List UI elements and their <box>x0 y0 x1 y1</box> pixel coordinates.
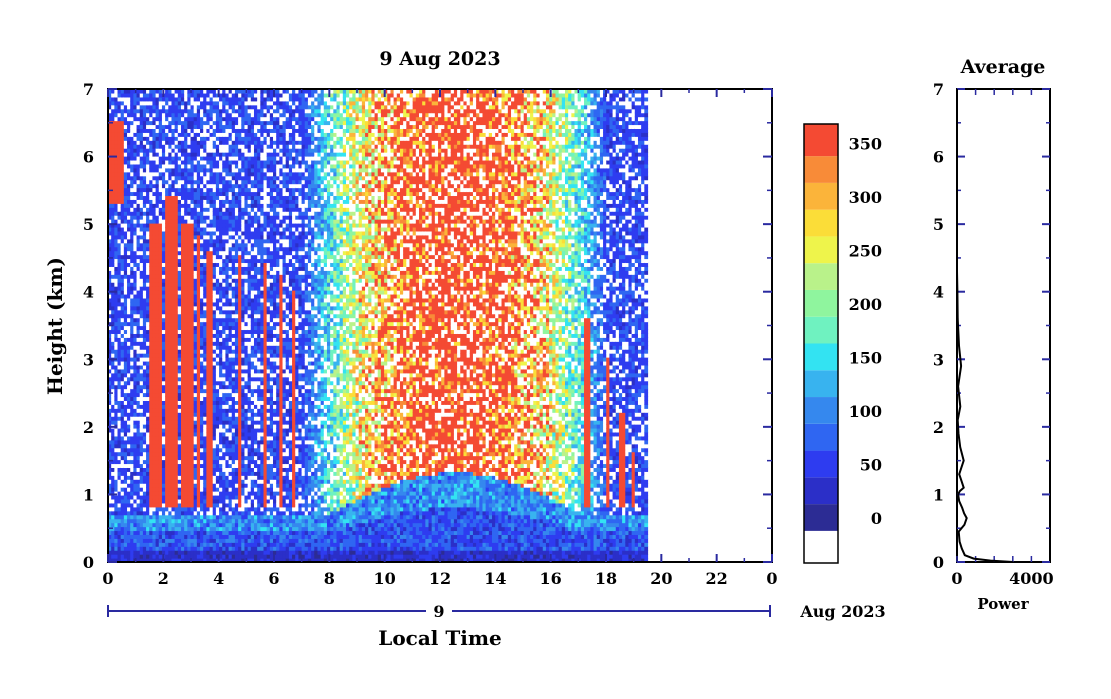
main-panel: 9 Aug 2023 0 2 4 6 8 10 12 14 16 18 20 22 0 01234567… <box>43 48 886 650</box>
main-title: 9 Aug 2023 <box>379 48 500 70</box>
heatmap-cells <box>108 89 648 563</box>
